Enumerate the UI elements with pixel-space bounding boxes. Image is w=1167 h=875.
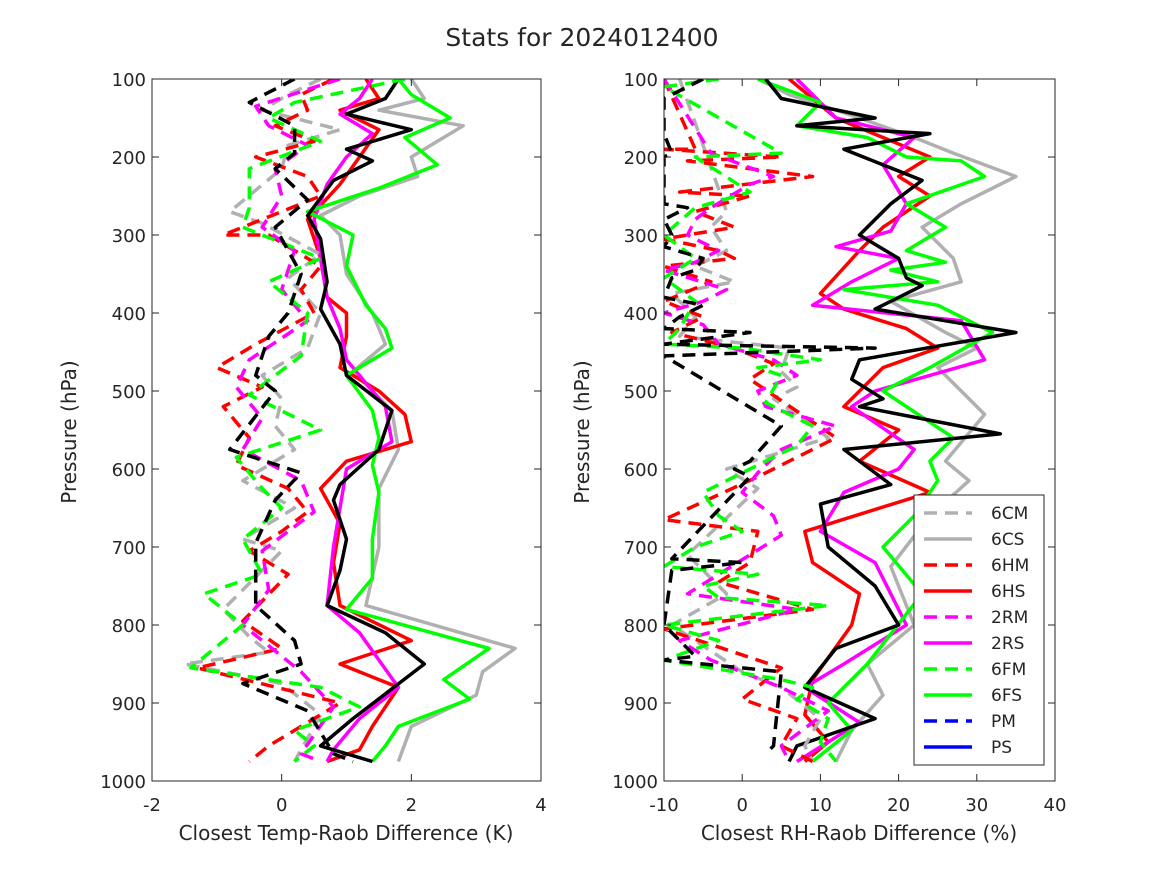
temp-ytick-label: 900: [112, 694, 146, 715]
rh-xtick-label: 40: [1044, 795, 1067, 816]
rh-series-2rm: [664, 79, 838, 763]
temp-ytick-label: 600: [112, 460, 146, 481]
temp-series-6cm: [182, 79, 342, 763]
rh-xtick-label: 20: [887, 795, 910, 816]
legend-label-6fs: 6FS: [991, 686, 1022, 706]
rh-series-ps: [764, 79, 1018, 763]
temp-ytick-label: 200: [112, 148, 146, 169]
legend-box: [913, 494, 1045, 766]
temp-ytick-label: 700: [112, 538, 146, 559]
temp-xtick-label: 0: [276, 795, 287, 816]
rh-difference-panel: Closest RH-Raob Difference (%) Pressure …: [570, 70, 1066, 845]
temp-ytick-label: 800: [112, 616, 146, 637]
temp-series-pm: [228, 79, 354, 764]
temp-difference-panel: Closest Temp-Raob Difference (K) Pressur…: [57, 70, 547, 845]
rh-ytick-label: 500: [624, 382, 658, 403]
rh-series-pm: [664, 79, 877, 755]
temp-xtick-label: 4: [535, 795, 546, 816]
rh-axes-frame: [663, 78, 1056, 782]
legend-label-6hs: 6HS: [991, 582, 1025, 602]
legend-label-6cs: 6CS: [991, 530, 1024, 550]
temp-series-ps: [305, 79, 427, 764]
rh-series-6fm: [664, 79, 838, 763]
temp-ytick-label: 400: [112, 304, 146, 325]
temp-ytick-label: 100: [112, 70, 146, 91]
rh-ytick-label: 100: [624, 70, 658, 91]
rh-ytick-label: 800: [624, 616, 658, 637]
legend-label-6fm: 6FM: [991, 660, 1026, 680]
rh-xtick-label: -10: [649, 795, 678, 816]
temp-ytick-label: 500: [112, 382, 146, 403]
rh-panel-xlabel: Closest RH-Raob Difference (%): [701, 821, 1017, 845]
temp-series-6cs: [318, 79, 517, 763]
rh-xtick-label: 10: [809, 795, 832, 816]
temp-series-6fs: [305, 79, 491, 763]
temp-ytick-label: 1000: [100, 772, 146, 793]
legend-label-6hm: 6HM: [991, 556, 1029, 576]
temp-series-6fm: [189, 79, 406, 763]
rh-series-6hm: [664, 79, 838, 764]
temp-ytick-label: 300: [112, 226, 146, 247]
rh-ytick-label: 700: [624, 538, 658, 559]
legend-label-2rm: 2RM: [991, 608, 1028, 628]
legend: 6CM 6CS 6HM 6HS 2RM 2RS 6FM 6FS PM PS: [913, 494, 1045, 766]
rh-ytick-label: 1000: [612, 772, 658, 793]
temp-series-6hs: [305, 79, 414, 764]
temp-panel-ylabel: Pressure (hPa): [57, 360, 81, 503]
rh-ytick-label: 600: [624, 460, 658, 481]
rh-series-6fs: [757, 79, 995, 763]
temp-series-lines: [182, 79, 517, 764]
rh-xtick-label: 0: [736, 795, 747, 816]
rh-xtick-label: 30: [965, 795, 988, 816]
legend-label-pm: PM: [991, 712, 1016, 732]
rh-ytick-label: 400: [624, 304, 658, 325]
temp-panel-xlabel: Closest Temp-Raob Difference (K): [179, 821, 514, 845]
rh-ytick-label: 200: [624, 148, 658, 169]
figure-title: Stats for 2024012400: [445, 23, 718, 52]
legend-label-6cm: 6CM: [991, 504, 1028, 524]
rh-series-2rs: [795, 79, 987, 763]
legend-label-2rs: 2RS: [991, 634, 1024, 654]
temp-xtick-label: 2: [406, 795, 417, 816]
rh-ytick-label: 900: [624, 694, 658, 715]
rh-series-lines: [664, 79, 1018, 764]
rh-panel-ylabel: Pressure (hPa): [570, 360, 594, 503]
temp-axes-frame: [151, 78, 542, 782]
rh-ytick-label: 300: [624, 226, 658, 247]
temp-xtick-label: -2: [143, 795, 161, 816]
legend-label-ps: PS: [991, 738, 1012, 758]
